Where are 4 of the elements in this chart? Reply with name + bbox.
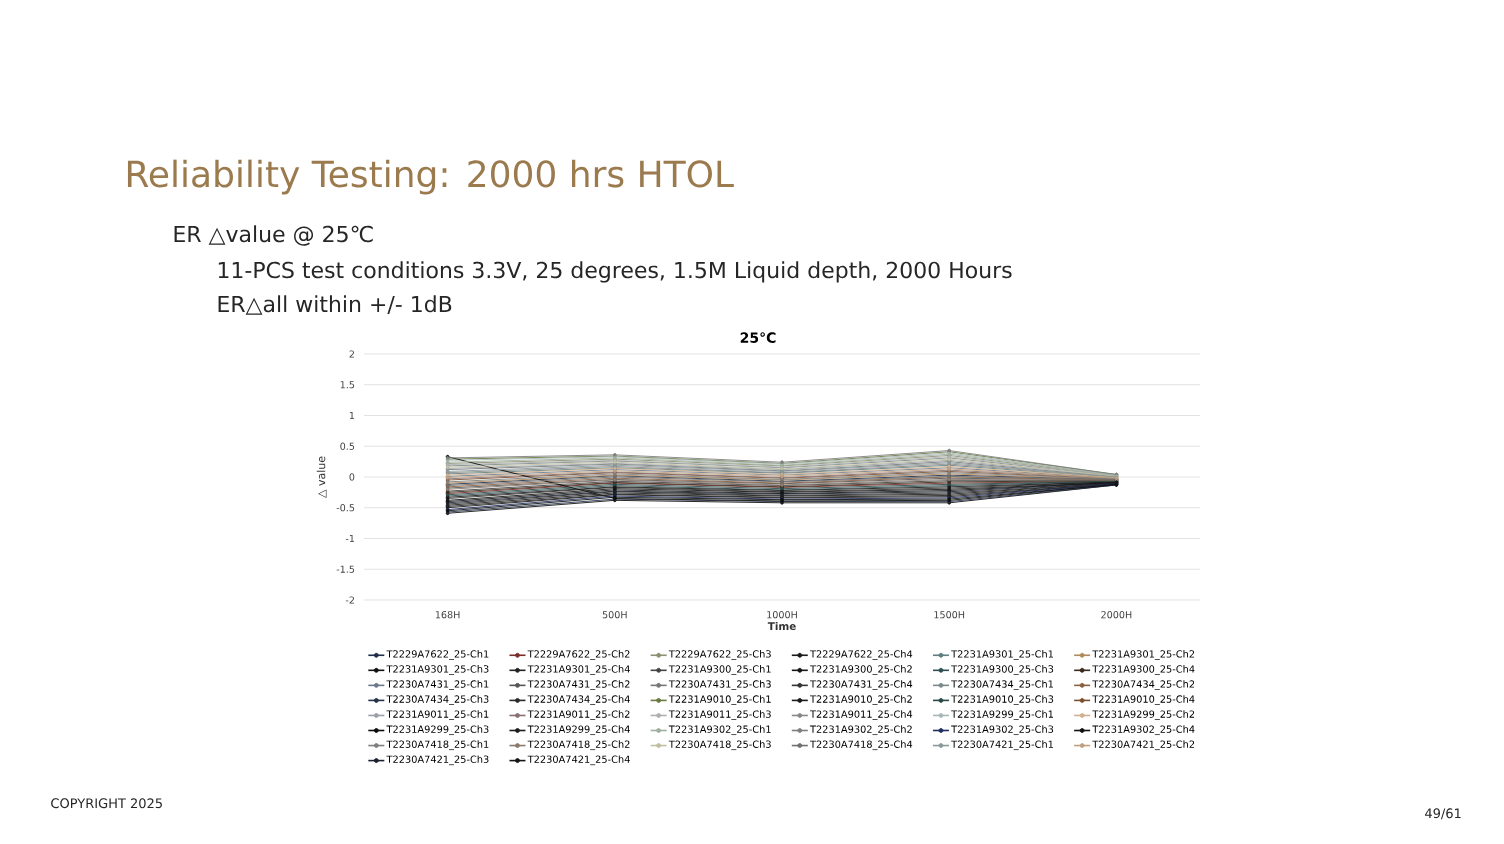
chart-title: Reliability Testing: 2000 hrs HTOL: [127, 159, 734, 195]
text: 11-PCS test conditions 3.3V, 25 degrees, 1.5M Liquid depth, 2000 Hours: [218, 261, 1012, 283]
text: ER△all within +/- 1dB: [218, 295, 452, 315]
text: ER △value @ 25℃: [174, 225, 373, 246]
